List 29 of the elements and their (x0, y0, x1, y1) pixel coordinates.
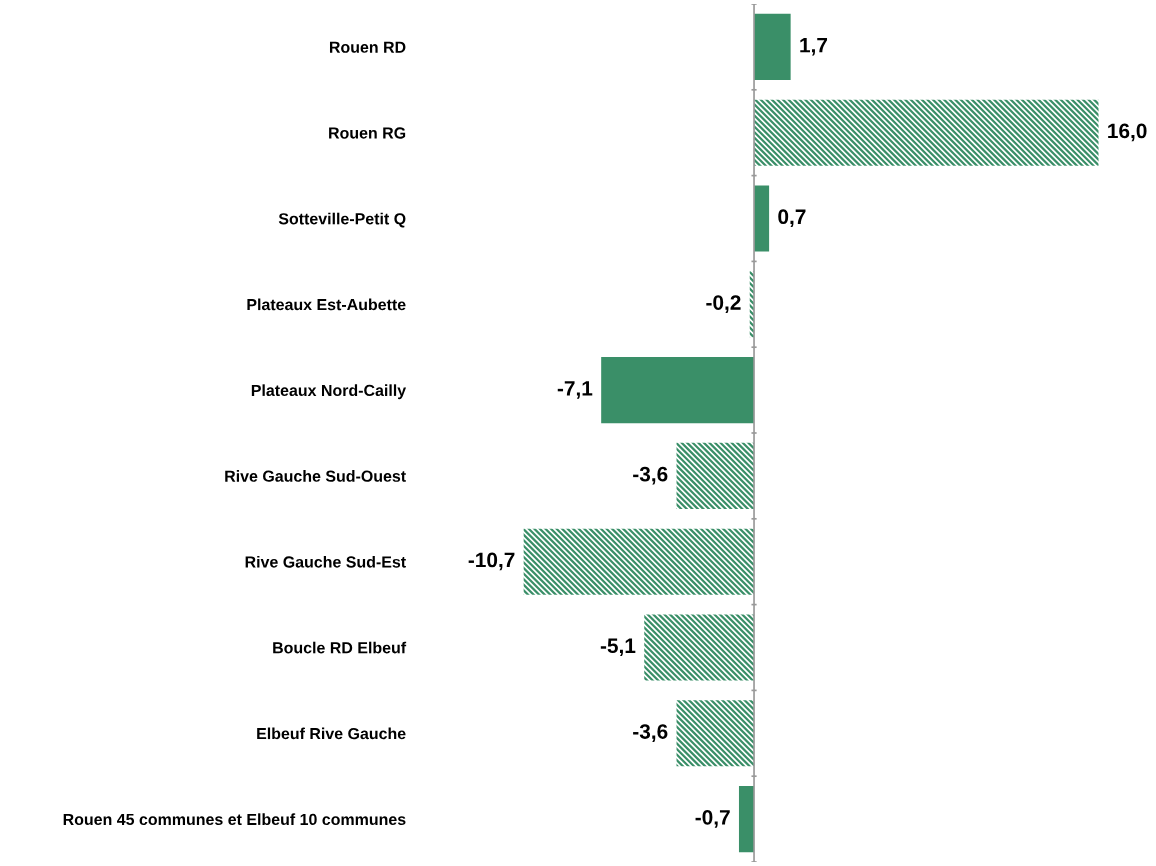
data-label: -7,1 (557, 381, 593, 399)
bar (738, 786, 755, 853)
y-tick-label: Plateaux Nord-Cailly (251, 384, 407, 400)
y-tick-label: Rive Gauche Sud-Est (245, 555, 406, 568)
data-label: 0,7 (778, 209, 806, 228)
bar (523, 528, 755, 595)
data-label: -3,6 (633, 724, 668, 742)
bar (676, 700, 755, 767)
y-tick-label: Plateaux Est-Aubette (247, 298, 406, 311)
y-tick-label: Rive Gauche Sud-Ouest (225, 470, 406, 482)
data-label: 16,0 (1108, 123, 1147, 142)
y-tick-label: Rouen 45 communes et Elbeuf 10 communes (63, 813, 406, 826)
y-tick-label: Rouen RD (329, 41, 406, 53)
data-label: -3,6 (633, 466, 668, 485)
y-tick-label: Elbeuf Rive Gauche (257, 727, 406, 740)
bar (601, 357, 755, 424)
bar (754, 99, 1099, 166)
data-label: -5,1 (600, 638, 636, 657)
y-tick-label: Rouen RG (329, 127, 406, 139)
y-tick-label: Sotteville-Petit Q (278, 212, 406, 228)
data-label: -0,2 (706, 295, 741, 313)
data-label: -0,7 (695, 809, 730, 828)
data-label: 1,7 (800, 37, 828, 56)
y-tick-label: Boucle RD Elbeuf (273, 641, 407, 654)
bar (676, 442, 755, 509)
bar (754, 13, 791, 80)
data-label: -10,7 (468, 552, 515, 571)
bar (754, 185, 770, 252)
bar (644, 614, 755, 681)
